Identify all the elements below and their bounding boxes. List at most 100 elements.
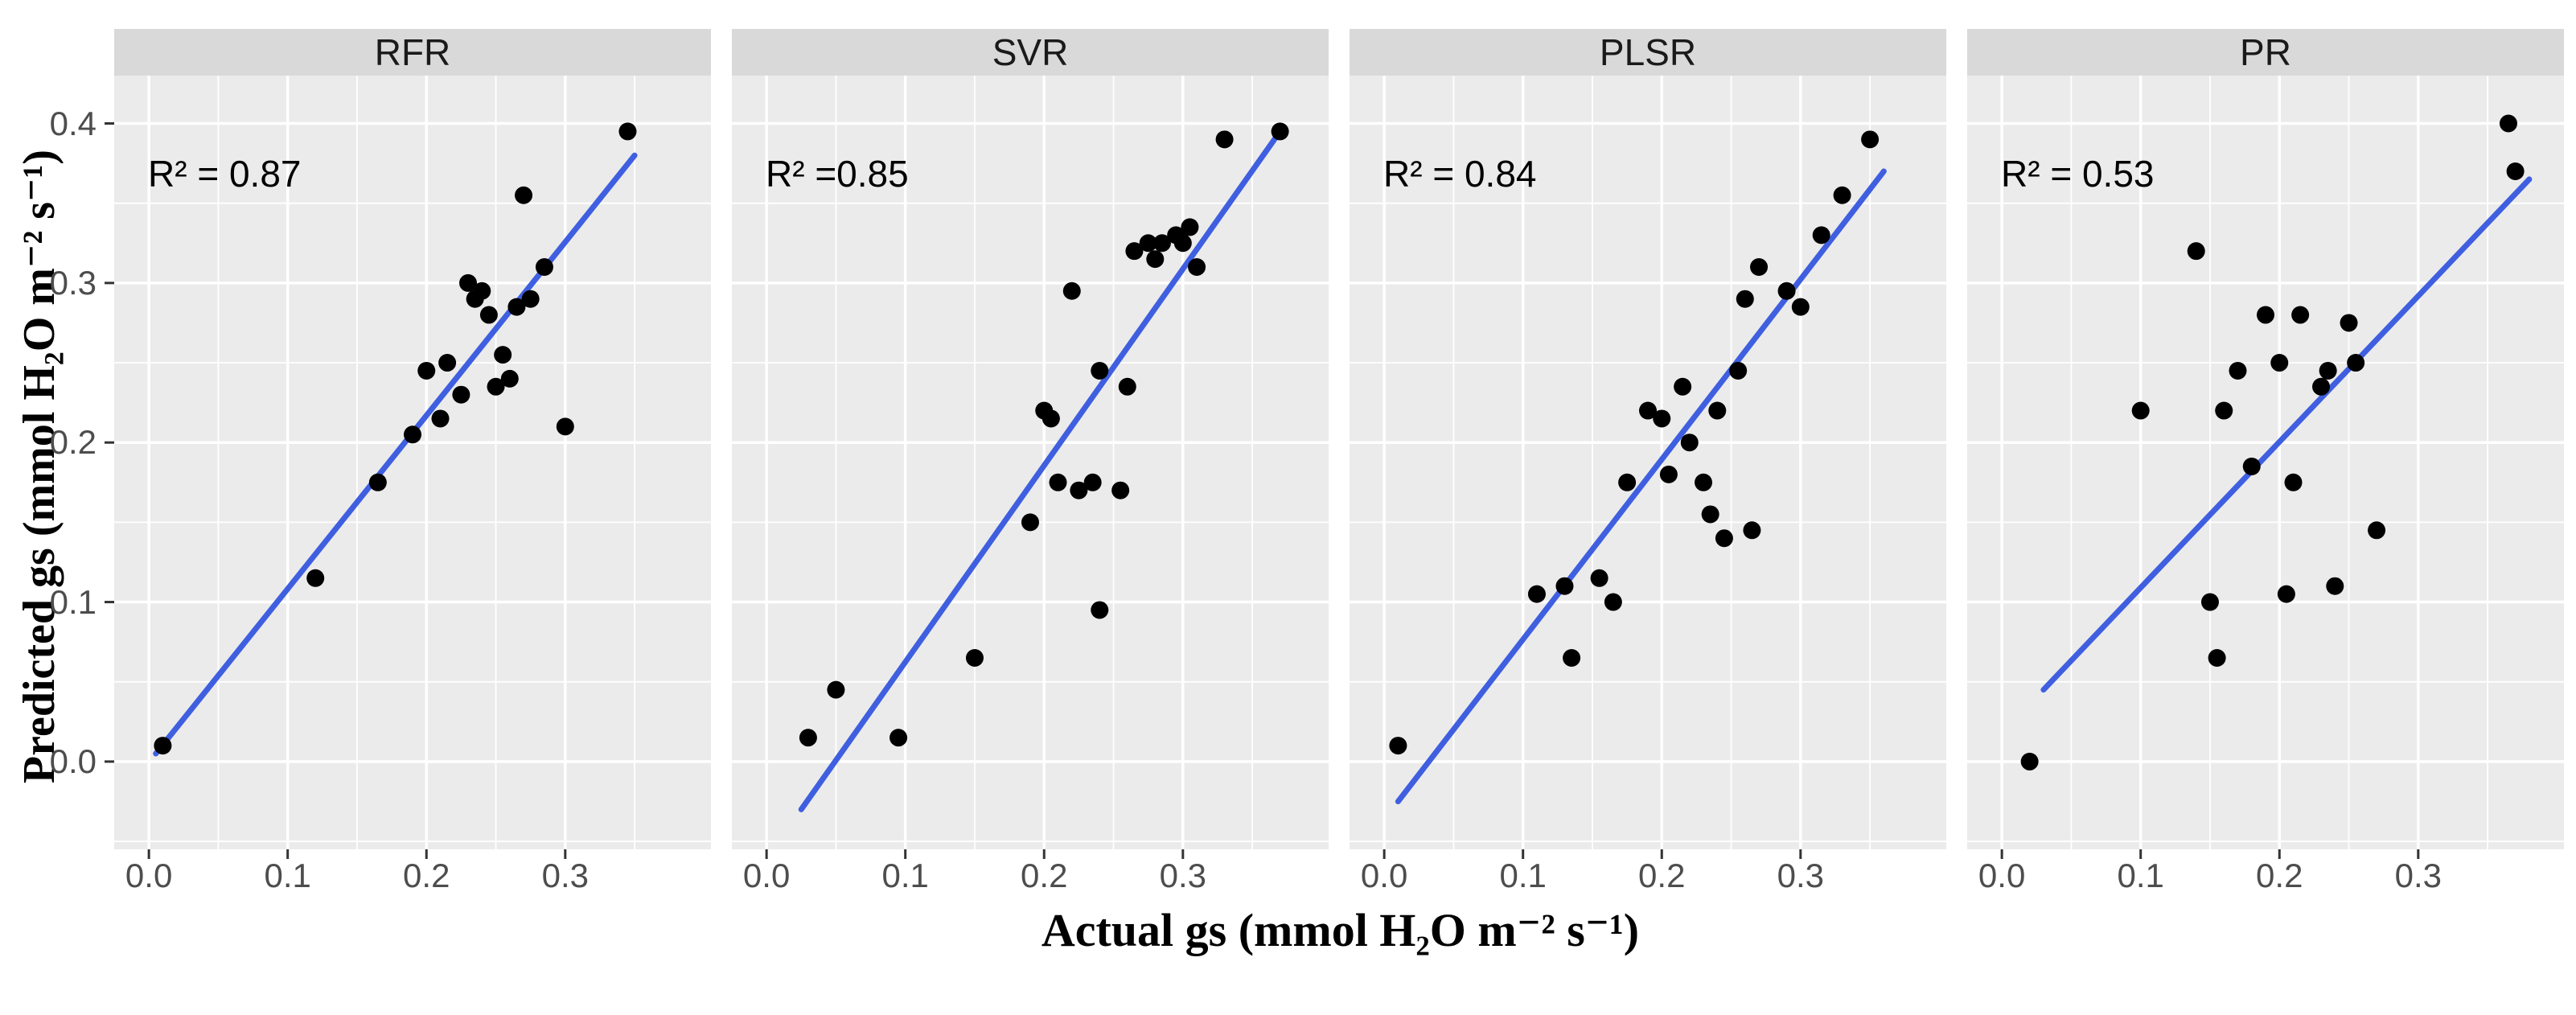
facet-label: PR: [2240, 31, 2291, 73]
scatter-point: [1563, 648, 1581, 667]
scatter-point: [2200, 593, 2219, 611]
facet-strip: SVR: [732, 29, 1329, 76]
facet-label: SVR: [992, 31, 1069, 73]
scatter-point: [2499, 114, 2517, 133]
scatter-point: [368, 473, 387, 491]
scatter-point: [459, 273, 478, 292]
facet-panel-svr: SVR R² =0.85 0.0 0.1 0.2 0.3: [732, 29, 1329, 894]
scatter-point: [1736, 290, 1754, 308]
x-tick-label: 0.3: [1777, 857, 1824, 894]
regression-line: [153, 152, 638, 757]
scatter-point: [1590, 569, 1608, 587]
scatter-point: [618, 122, 637, 141]
scatter-point: [2215, 401, 2233, 420]
facet-plot: R² =0.85: [732, 76, 1329, 859]
scatter-point: [1701, 505, 1719, 524]
scatter-point: [1181, 218, 1199, 236]
scatter-point: [154, 737, 172, 755]
x-tick-label: 0.2: [2256, 857, 2303, 894]
scatter-point: [2020, 752, 2039, 770]
facet-strip: PR: [1967, 29, 2564, 76]
scatter-point: [1173, 234, 1192, 253]
x-tick-label: 0.3: [1159, 857, 1206, 894]
scatter-point: [1188, 258, 1206, 277]
scatter-point: [556, 417, 574, 436]
x-tick-label: 0.1: [881, 857, 929, 894]
facet-panel-rfr: RFR R² = 0.87 0.0 0.1 0.2 0.3: [105, 29, 711, 894]
scatter-point: [404, 425, 421, 444]
x-tick-label: 0.0: [125, 857, 173, 894]
scatter-point: [827, 680, 845, 699]
scatter-point: [1049, 473, 1067, 491]
panel-background: [114, 76, 711, 849]
scatter-point: [1659, 465, 1678, 483]
panel-background: [1967, 76, 2564, 849]
facet-plot: R² = 0.53: [1967, 76, 2564, 859]
scatter-point: [965, 648, 984, 667]
scatter-point: [417, 361, 436, 380]
x-tick-label: 0.2: [1021, 857, 1068, 894]
scatter-point: [2319, 361, 2337, 380]
scatter-point: [494, 346, 512, 364]
scatter-point: [1604, 593, 1622, 611]
scatter-point: [479, 306, 498, 324]
scatter-point: [1729, 361, 1748, 380]
scatter-point: [2340, 314, 2358, 332]
scatter-point: [889, 729, 908, 747]
scatter-point: [1083, 473, 1102, 491]
scatter-point: [515, 186, 533, 204]
x-tick-label: 0.1: [264, 857, 311, 894]
scatter-point: [1639, 401, 1657, 420]
scatter-point: [1777, 281, 1796, 300]
scatter-point: [2312, 377, 2331, 396]
facet-strip: RFR: [114, 29, 711, 76]
scatter-point: [1146, 250, 1165, 269]
scatter-point: [1708, 401, 1727, 420]
scatter-point: [1125, 242, 1144, 261]
r2-annotation: R² = 0.53: [2001, 153, 2155, 195]
x-axis-tick-labels: 0.0 0.1 0.2 0.3: [114, 849, 711, 894]
scatter-point: [1062, 281, 1081, 300]
scatter-point: [306, 569, 325, 587]
scatter-point: [535, 258, 553, 277]
r2-annotation: R² = 0.87: [148, 153, 302, 195]
scatter-point: [1041, 409, 1060, 428]
x-tick-label: 0.0: [742, 857, 791, 894]
facet-plot: R² = 0.87: [105, 76, 711, 859]
scatter-point: [487, 377, 505, 396]
r2-annotation: R² =0.85: [766, 153, 909, 195]
x-tick-label: 0.1: [2117, 857, 2164, 894]
r2-annotation: R² = 0.84: [1383, 153, 1537, 195]
y-tick-label: 0.1: [49, 582, 97, 621]
scatter-point: [1680, 434, 1699, 452]
scatter-point: [2187, 242, 2205, 261]
scatter-point: [2131, 401, 2150, 420]
regression-line: [2040, 176, 2533, 693]
scatter-point: [452, 385, 470, 404]
scatter-point: [2368, 521, 2386, 540]
scatter-point: [2270, 354, 2289, 372]
scatter-point: [1139, 234, 1157, 253]
x-tick-label: 0.2: [1638, 857, 1686, 894]
panel-background: [1350, 76, 1946, 849]
scatter-point: [1618, 473, 1637, 491]
x-tick-label: 0.0: [1978, 857, 2026, 894]
scatter-point: [2347, 354, 2365, 372]
scatter-point: [799, 729, 817, 747]
scatter-point: [1527, 585, 1546, 603]
regression-line: [798, 128, 1284, 812]
scatter-point: [1555, 577, 1574, 595]
scatter-point: [500, 369, 519, 388]
x-tick-label: 0.0: [1360, 857, 1408, 894]
y-tick-label: 0.2: [49, 423, 97, 462]
scatter-point: [1861, 130, 1880, 149]
y-tick-label: 0.4: [49, 104, 97, 142]
x-axis-tick-labels: 0.0 0.1 0.2 0.3: [732, 849, 1329, 894]
scatter-point: [1118, 377, 1136, 396]
scatter-point: [2326, 577, 2344, 595]
scatter-point: [438, 354, 457, 372]
scatter-point: [1715, 529, 1733, 548]
facet-panel-plsr: PLSR R² = 0.84 0.0 0.1 0.2 0.3: [1350, 29, 1946, 894]
scatter-point: [2242, 457, 2261, 475]
